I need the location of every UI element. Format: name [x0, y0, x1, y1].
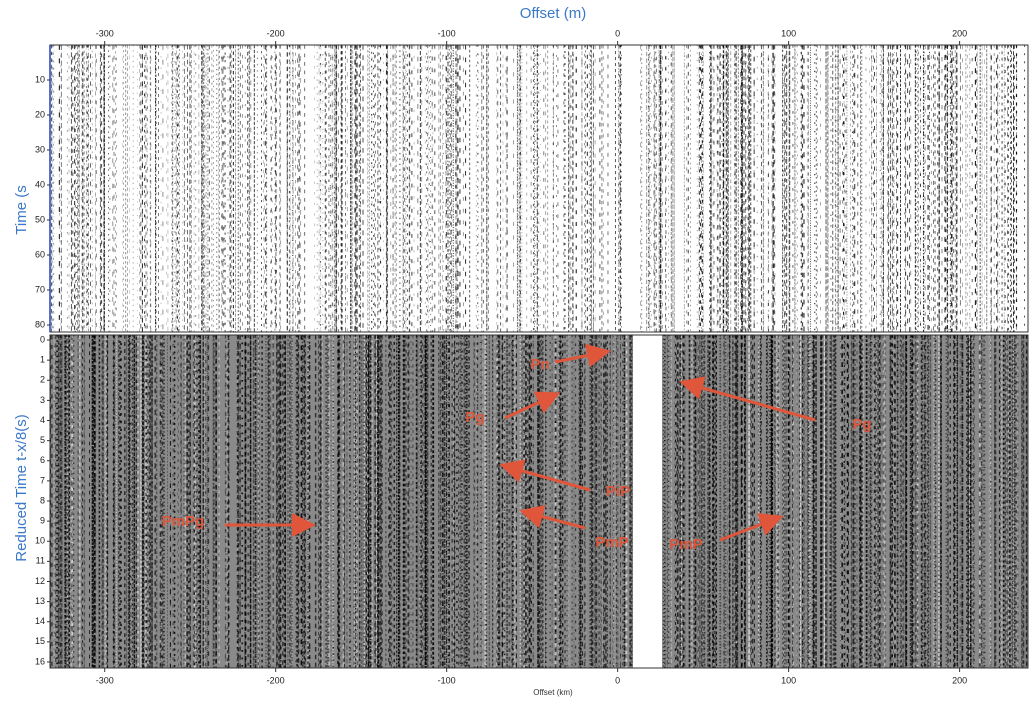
y-tick-label: 50 — [35, 214, 45, 224]
y-axis-title: Time (s — [13, 185, 30, 234]
x-tick-label: 0 — [615, 675, 620, 685]
top-axis-title: Offset (m) — [520, 5, 586, 22]
y-tick-label: 2 — [40, 375, 45, 385]
x-tick-label: -200 — [267, 28, 285, 38]
annotation: PiP — [606, 483, 630, 500]
y-tick-label: 16 — [35, 656, 45, 666]
y-axis-title: Reduced Time t-x/8(s) — [13, 414, 30, 562]
y-tick-label: 11 — [36, 556, 45, 566]
x-tick-label: 200 — [952, 28, 967, 38]
y-tick-label: 12 — [35, 576, 45, 586]
y-tick-label: 6 — [40, 455, 45, 465]
x-tick-label: -200 — [267, 675, 285, 685]
y-tick-label: 4 — [40, 415, 45, 425]
y-tick-label: 40 — [35, 179, 45, 189]
y-tick-label: 70 — [35, 284, 45, 294]
y-tick-label: 20 — [35, 109, 45, 119]
x-tick-label: 100 — [781, 675, 796, 685]
annotation: PmP — [669, 536, 702, 553]
x-axis-title: Offset (km) — [533, 688, 573, 697]
x-tick-label: 100 — [781, 28, 796, 38]
y-tick-label: 10 — [35, 74, 45, 84]
y-tick-label: 3 — [40, 395, 45, 405]
data-gap — [622, 45, 640, 332]
annotation: Pg — [465, 409, 484, 426]
annotation: Pn — [530, 356, 549, 373]
y-tick-label: 9 — [40, 515, 45, 525]
annotation: PmPg — [162, 513, 205, 530]
x-tick-label: 0 — [615, 28, 620, 38]
annotation: PmP — [595, 534, 628, 551]
y-tick-label: 8 — [40, 495, 45, 505]
y-tick-label: 7 — [40, 475, 45, 485]
y-tick-label: 1 — [40, 355, 45, 365]
y-tick-label: 5 — [40, 435, 45, 445]
x-tick-label: -300 — [96, 675, 114, 685]
y-tick-label: 60 — [35, 249, 45, 259]
x-tick-label: 200 — [952, 675, 967, 685]
y-tick-label: 15 — [35, 636, 45, 646]
data-gap — [633, 335, 662, 668]
x-tick-label: -100 — [438, 675, 456, 685]
y-tick-label: 13 — [35, 596, 45, 606]
y-tick-label: 10 — [35, 536, 45, 546]
y-tick-label: 30 — [35, 144, 45, 154]
annotation: Pg — [852, 416, 871, 433]
figure: Offset (m) Time (s Reduced Time t-x/8(s)… — [0, 0, 1033, 700]
y-tick-label: 0 — [40, 334, 45, 344]
y-tick-label: 14 — [35, 616, 45, 626]
y-tick-label: 80 — [35, 319, 45, 329]
x-tick-label: -300 — [96, 28, 114, 38]
x-tick-label: -100 — [438, 28, 456, 38]
